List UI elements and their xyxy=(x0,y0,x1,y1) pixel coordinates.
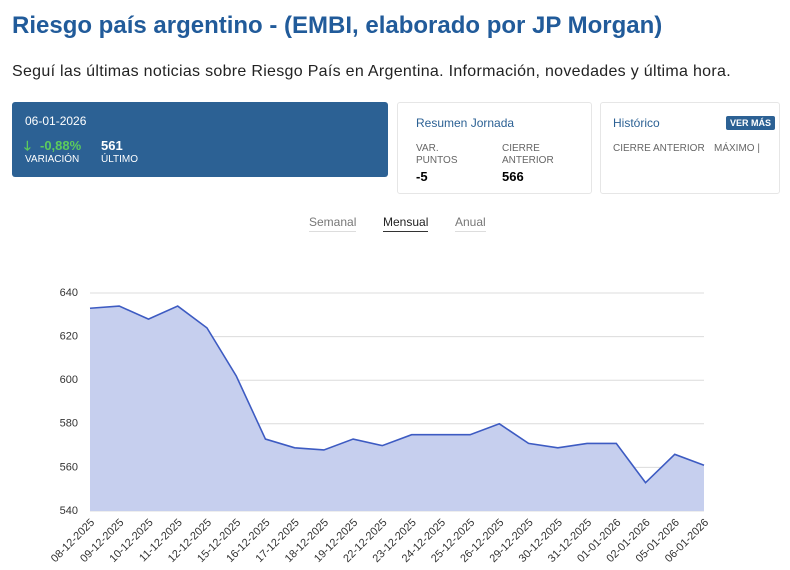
y-tick-label: 540 xyxy=(60,505,78,517)
y-tick-label: 640 xyxy=(60,287,78,299)
prev: 566 xyxy=(502,169,524,184)
points: -5 xyxy=(416,169,428,184)
area xyxy=(90,306,704,511)
last: 561 xyxy=(101,138,123,153)
tab[interactable]: Semanal xyxy=(309,215,357,232)
summary-card: 06-01-2026 🡓 -0,88% VARIACIÓN 561 ÚLTIMO xyxy=(12,102,388,177)
change: -0,88% xyxy=(40,138,82,153)
card-title: Histórico xyxy=(613,116,660,130)
card-title: Resumen Jornada xyxy=(416,116,515,130)
points-label: VAR. PUNTOS xyxy=(416,143,458,166)
change-label: VARIACIÓN xyxy=(25,154,80,165)
history-card: Histórico VER MÁS CIERRE ANTERIOR MÁXIMO… xyxy=(600,102,780,194)
y-tick-label: 600 xyxy=(60,374,78,386)
last-label: ÚLTIMO xyxy=(101,154,139,165)
day-card: Resumen Jornada VAR. PUNTOS -5 CIERRE AN… xyxy=(397,102,592,194)
y-tick-label: 580 xyxy=(60,418,78,430)
date: 06-01-2026 xyxy=(25,114,87,128)
subtitle: Seguí las últimas noticias sobre Riesgo … xyxy=(12,63,731,80)
prev-label: CIERRE ANTERIOR xyxy=(502,143,554,166)
tab[interactable]: Anual xyxy=(455,215,486,232)
page-title: Riesgo país argentino - (EMBI, elaborado… xyxy=(12,12,663,39)
arrow-icon: 🡓 xyxy=(24,138,31,153)
y-tick-label: 620 xyxy=(60,331,78,343)
tab-active[interactable]: Mensual xyxy=(383,215,429,232)
col-label: MÁXIMO | xyxy=(714,143,760,154)
see-more-button[interactable]: VER MÁS xyxy=(726,116,776,130)
y-tick-label: 560 xyxy=(60,461,78,473)
col-label: CIERRE ANTERIOR xyxy=(613,143,705,154)
line xyxy=(89,305,705,484)
